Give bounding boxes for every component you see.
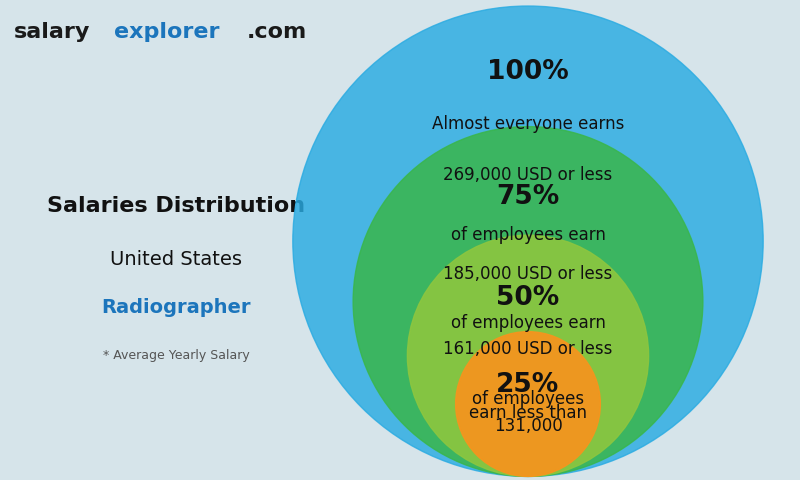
Circle shape <box>456 332 600 476</box>
Text: earn less than: earn less than <box>469 404 587 422</box>
Circle shape <box>407 235 649 476</box>
Text: 50%: 50% <box>496 285 560 311</box>
Text: 185,000 USD or less: 185,000 USD or less <box>443 264 613 283</box>
Text: 25%: 25% <box>496 372 560 398</box>
Circle shape <box>353 127 703 476</box>
Text: .com: .com <box>246 22 306 42</box>
Text: explorer: explorer <box>114 22 220 42</box>
Circle shape <box>293 6 763 476</box>
Text: 131,000: 131,000 <box>494 418 562 435</box>
Text: 269,000 USD or less: 269,000 USD or less <box>443 167 613 184</box>
Text: 100%: 100% <box>487 59 569 85</box>
Text: United States: United States <box>110 250 242 269</box>
Text: Salaries Distribution: Salaries Distribution <box>47 196 305 216</box>
Text: * Average Yearly Salary: * Average Yearly Salary <box>102 348 250 362</box>
Text: Almost everyone earns: Almost everyone earns <box>432 115 624 132</box>
Text: of employees: of employees <box>472 390 584 408</box>
Text: of employees earn: of employees earn <box>450 314 606 332</box>
Text: 75%: 75% <box>496 183 560 210</box>
Text: salary: salary <box>14 22 90 42</box>
Text: of employees earn: of employees earn <box>450 226 606 244</box>
Text: 161,000 USD or less: 161,000 USD or less <box>443 339 613 358</box>
Text: Radiographer: Radiographer <box>102 298 250 317</box>
